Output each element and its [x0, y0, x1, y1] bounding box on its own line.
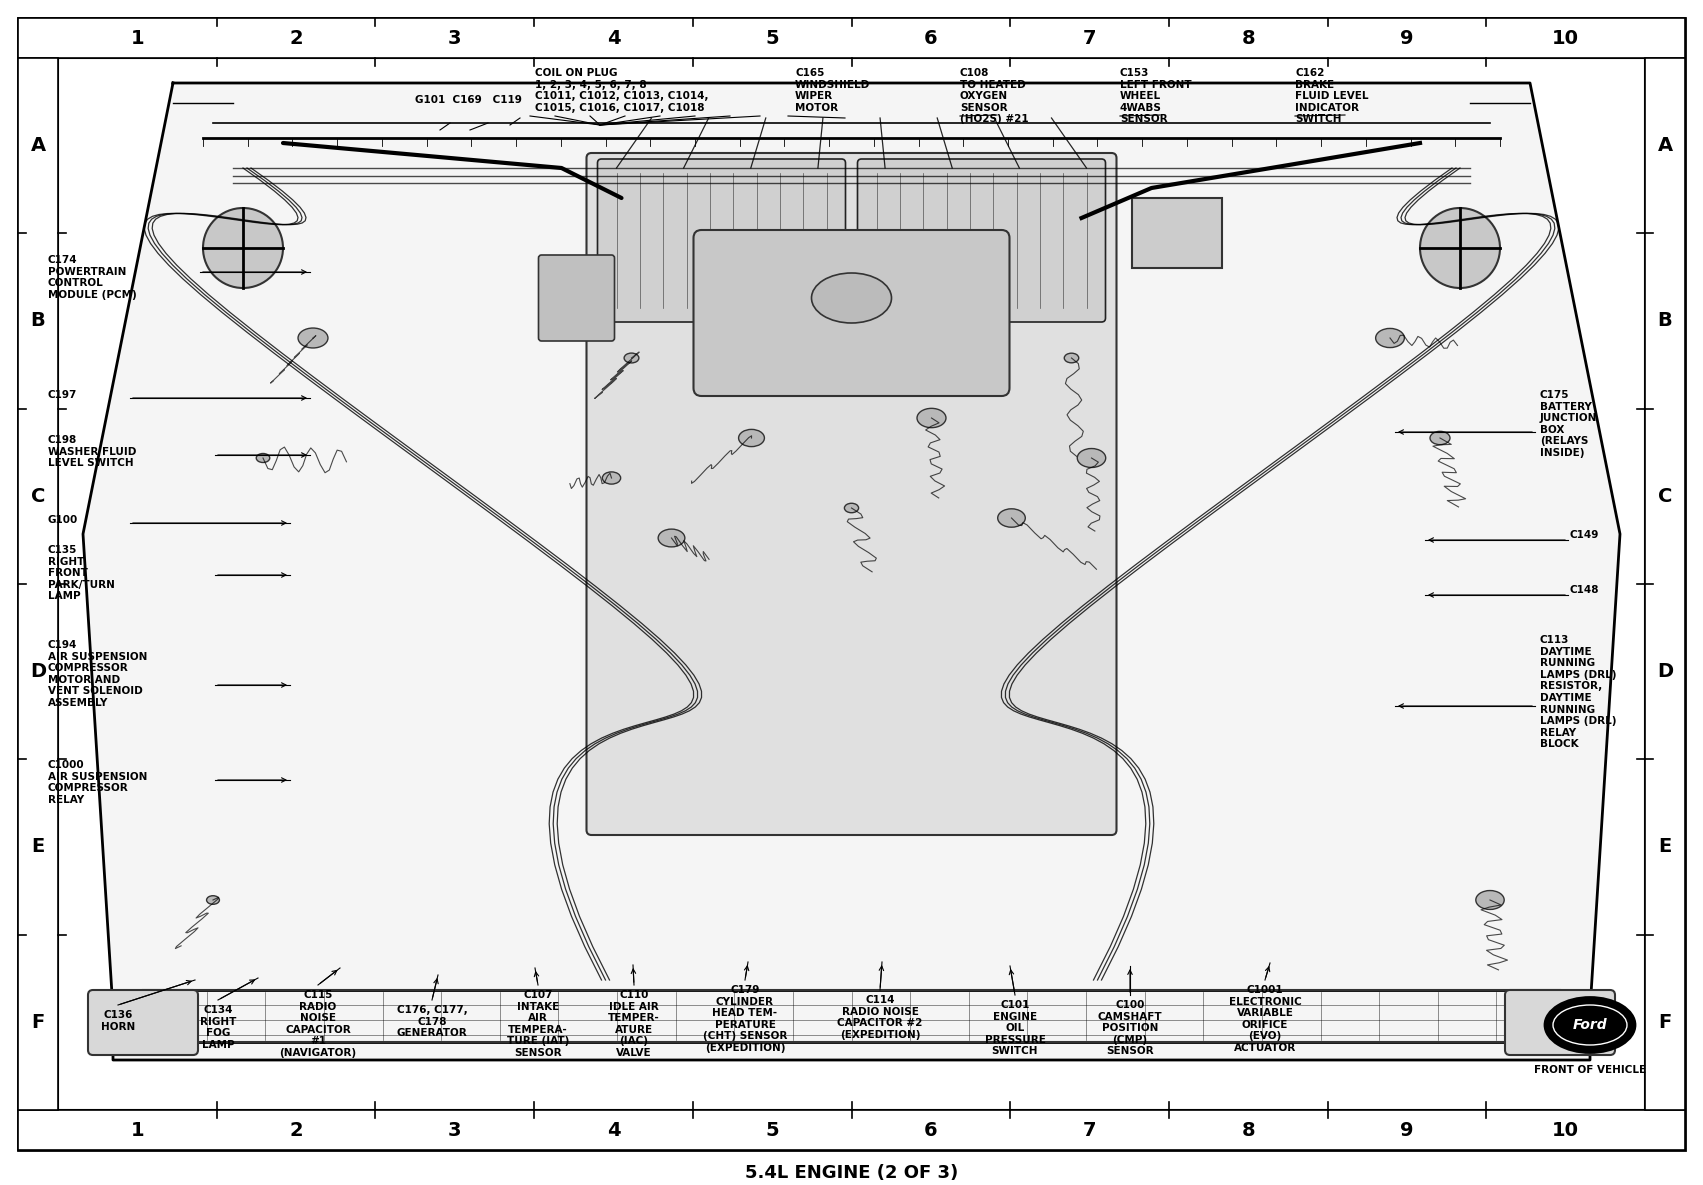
Text: C194
AIR SUSPENSION
COMPRESSOR
MOTOR AND
VENT SOLENOID
ASSEMBLY: C194 AIR SUSPENSION COMPRESSOR MOTOR AND… [48, 640, 148, 707]
Text: C149: C149 [1570, 530, 1599, 540]
Text: C100
CAMSHAFT
POSITION
(CMP)
SENSOR: C100 CAMSHAFT POSITION (CMP) SENSOR [1098, 1000, 1163, 1056]
Text: 8: 8 [1241, 1121, 1255, 1140]
Ellipse shape [845, 504, 858, 513]
Text: C136
HORN: C136 HORN [100, 1010, 135, 1032]
Text: D: D [31, 662, 46, 681]
Text: 7: 7 [1083, 28, 1097, 47]
Text: 8: 8 [1241, 28, 1255, 47]
Text: C174
POWERTRAIN
CONTROL
MODULE (PCM): C174 POWERTRAIN CONTROL MODULE (PCM) [48, 255, 136, 300]
Polygon shape [83, 83, 1620, 1061]
Bar [19, 58, 58, 1110]
Text: 4: 4 [606, 1121, 620, 1140]
Text: 9: 9 [1400, 1121, 1413, 1140]
Bar [19, 18, 1684, 58]
Text: 1: 1 [131, 28, 145, 47]
Bar [1645, 58, 1684, 1110]
FancyBboxPatch shape [858, 159, 1105, 322]
Bar [58, 58, 1645, 1110]
Text: A: A [31, 136, 46, 155]
Text: C197: C197 [48, 390, 77, 401]
Text: 5: 5 [765, 28, 778, 47]
Ellipse shape [916, 409, 945, 428]
Text: C176, C177,
C178
GENERATOR: C176, C177, C178 GENERATOR [397, 1005, 467, 1038]
Ellipse shape [255, 454, 269, 462]
Text: 7: 7 [1083, 1121, 1097, 1140]
Text: 5: 5 [765, 1121, 778, 1140]
Ellipse shape [812, 273, 891, 324]
Text: 1: 1 [131, 1121, 145, 1140]
Text: 10: 10 [1551, 28, 1579, 47]
Ellipse shape [1376, 328, 1405, 347]
Text: 5.4L ENGINE (2 OF 3): 5.4L ENGINE (2 OF 3) [744, 1164, 959, 1181]
Text: C148: C148 [1570, 585, 1599, 595]
Text: B: B [31, 312, 46, 331]
Text: C175
BATTERY
JUNCTION
BOX
(RELAYS
INSIDE): C175 BATTERY JUNCTION BOX (RELAYS INSIDE… [1540, 390, 1597, 457]
FancyBboxPatch shape [538, 255, 615, 341]
Ellipse shape [1431, 431, 1449, 444]
Text: E: E [1659, 838, 1672, 857]
FancyBboxPatch shape [89, 989, 198, 1055]
Text: 4: 4 [606, 28, 620, 47]
Ellipse shape [623, 353, 639, 363]
Text: C107
INTAKE
AIR
TEMPERA-
TURE (IAT)
SENSOR: C107 INTAKE AIR TEMPERA- TURE (IAT) SENS… [507, 989, 569, 1058]
Text: C: C [31, 487, 46, 506]
Text: G100: G100 [48, 515, 78, 525]
Ellipse shape [206, 896, 220, 904]
Circle shape [1420, 209, 1500, 288]
Ellipse shape [298, 328, 329, 348]
Text: G101  C169   C119: G101 C169 C119 [416, 95, 521, 105]
Text: C114
RADIO NOISE
CAPACITOR #2
(EXPEDITION): C114 RADIO NOISE CAPACITOR #2 (EXPEDITIO… [838, 995, 923, 1039]
Text: C101
ENGINE
OIL
PRESSURE
SWITCH: C101 ENGINE OIL PRESSURE SWITCH [984, 1000, 1046, 1056]
Circle shape [203, 209, 283, 288]
Ellipse shape [603, 472, 620, 485]
Text: C179
CYLINDER
HEAD TEM-
PERATURE
(CHT) SENSOR
(EXPEDITION): C179 CYLINDER HEAD TEM- PERATURE (CHT) S… [703, 985, 787, 1053]
Text: COIL ON PLUG
1, 2, 3, 4, 5, 6, 7, 8
C1011, C1012, C1013, C1014,
C1015, C1016, C1: COIL ON PLUG 1, 2, 3, 4, 5, 6, 7, 8 C101… [535, 68, 708, 113]
Ellipse shape [1545, 998, 1635, 1052]
Text: 9: 9 [1400, 28, 1413, 47]
Ellipse shape [1553, 1005, 1626, 1045]
Text: 3: 3 [448, 28, 462, 47]
Text: C198
WASHER FLUID
LEVEL SWITCH: C198 WASHER FLUID LEVEL SWITCH [48, 435, 136, 468]
Text: C134
RIGHT
FOG
LAMP: C134 RIGHT FOG LAMP [199, 1005, 237, 1050]
Bar [1131, 198, 1221, 268]
FancyBboxPatch shape [693, 230, 1010, 396]
FancyBboxPatch shape [586, 153, 1117, 835]
Text: 6: 6 [925, 1121, 938, 1140]
Text: C1000
AIR SUSPENSION
COMPRESSOR
RELAY: C1000 AIR SUSPENSION COMPRESSOR RELAY [48, 760, 148, 805]
FancyBboxPatch shape [598, 159, 845, 322]
Text: F: F [31, 1013, 44, 1032]
Text: 2: 2 [290, 28, 303, 47]
Text: B: B [1657, 312, 1672, 331]
Bar [19, 1110, 1684, 1149]
Ellipse shape [1477, 891, 1504, 909]
Bar [143, 989, 1560, 1042]
Ellipse shape [1078, 449, 1105, 467]
Text: C1001
ELECTRONIC
VARIABLE
ORIFICE
(EVO)
ACTUATOR: C1001 ELECTRONIC VARIABLE ORIFICE (EVO) … [1228, 985, 1301, 1053]
Text: C162
BRAKE
FLUID LEVEL
INDICATOR
SWITCH: C162 BRAKE FLUID LEVEL INDICATOR SWITCH [1294, 68, 1369, 124]
Ellipse shape [657, 530, 685, 547]
Text: E: E [31, 838, 44, 857]
Ellipse shape [1064, 353, 1078, 363]
Ellipse shape [739, 429, 765, 447]
Text: 3: 3 [448, 1121, 462, 1140]
Text: Ford: Ford [1572, 1018, 1608, 1032]
Text: C108
TO HEATED
OXYGEN
SENSOR
(HO2S) #21: C108 TO HEATED OXYGEN SENSOR (HO2S) #21 [960, 68, 1029, 124]
Text: FRONT OF VEHICLE: FRONT OF VEHICLE [1534, 1065, 1647, 1075]
Text: C165
WINDSHIELD
WIPER
MOTOR: C165 WINDSHIELD WIPER MOTOR [795, 68, 870, 113]
Ellipse shape [998, 508, 1025, 527]
Text: 10: 10 [1551, 1121, 1579, 1140]
Text: C135
RIGHT
FRONT
PARK/TURN
LAMP: C135 RIGHT FRONT PARK/TURN LAMP [48, 545, 114, 602]
Text: F: F [1659, 1013, 1672, 1032]
Text: A: A [1657, 136, 1672, 155]
Text: C153
LEFT FRONT
WHEEL
4WABS
SENSOR: C153 LEFT FRONT WHEEL 4WABS SENSOR [1121, 68, 1192, 124]
Text: C113
DAYTIME
RUNNING
LAMPS (DRL)
RESISTOR,
DAYTIME
RUNNING
LAMPS (DRL)
RELAY
BLO: C113 DAYTIME RUNNING LAMPS (DRL) RESISTO… [1540, 635, 1616, 749]
Text: C115
RADIO
NOISE
CAPACITOR
#1
(NAVIGATOR): C115 RADIO NOISE CAPACITOR #1 (NAVIGATOR… [279, 989, 356, 1058]
FancyBboxPatch shape [1505, 989, 1614, 1055]
Text: 6: 6 [925, 28, 938, 47]
Text: 2: 2 [290, 1121, 303, 1140]
Text: D: D [1657, 662, 1672, 681]
Text: C: C [1657, 487, 1672, 506]
Text: C110
IDLE AIR
TEMPER-
ATURE
(IAC)
VALVE: C110 IDLE AIR TEMPER- ATURE (IAC) VALVE [608, 989, 659, 1058]
